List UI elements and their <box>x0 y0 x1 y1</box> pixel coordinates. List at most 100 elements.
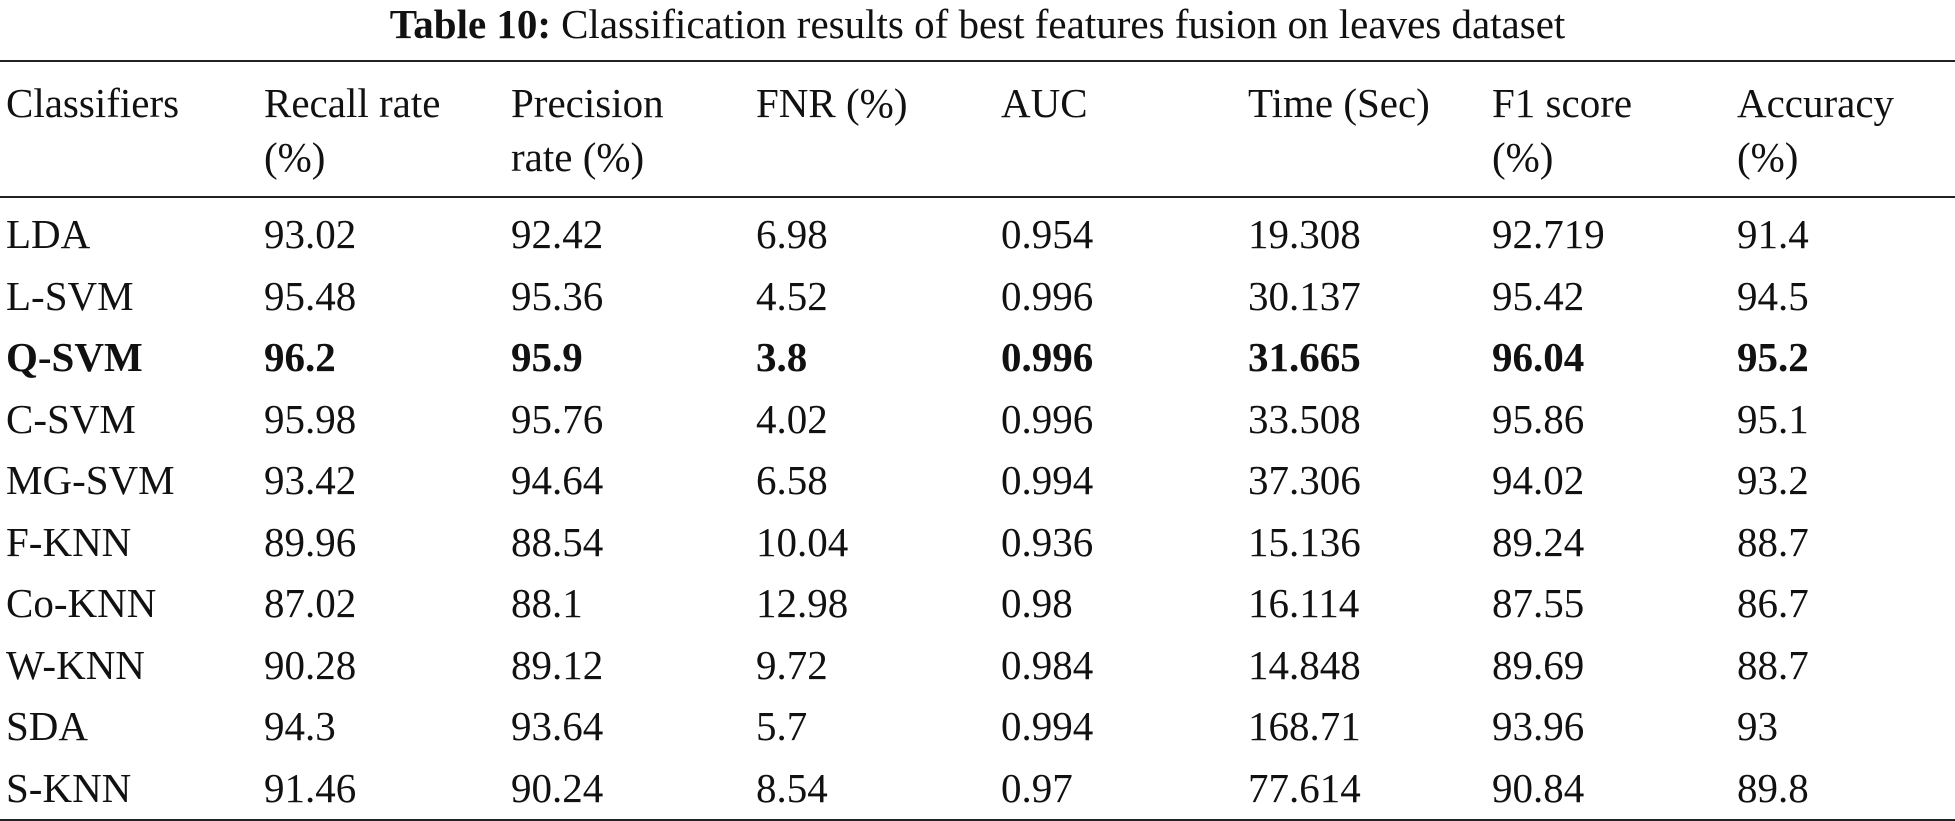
metric-cell: 90.84 <box>1492 764 1585 811</box>
metric-cell: 31.665 <box>1248 334 1361 380</box>
column-header-line: Recall rate <box>264 80 441 126</box>
metric-cell: 0.98 <box>1001 580 1073 626</box>
column-header: AUC <box>995 61 1242 197</box>
metric-cell: 0.984 <box>1001 641 1094 688</box>
metric-cell: 15.136 <box>1248 518 1361 565</box>
column-header: Recall rate (%) <box>258 61 505 197</box>
metric-cell: 87.02 <box>264 580 357 626</box>
metric-cell: 0.936 <box>1001 518 1094 565</box>
classifier-name-cell: C-SVM <box>6 395 136 442</box>
metric-cell: 96.04 <box>1492 334 1585 380</box>
table-row: MG-SVM 93.42 94.64 6.58 0.994 37.306 94.02 93.2 <box>0 450 1955 512</box>
metric-cell: 0.994 <box>1001 457 1094 503</box>
metric-cell: 89.12 <box>511 641 604 688</box>
metric-cell: 0.996 <box>1001 395 1094 442</box>
metric-cell: 95.98 <box>264 395 357 442</box>
metric-cell: 90.28 <box>264 641 357 688</box>
metric-cell: 93.02 <box>264 211 357 257</box>
metric-cell: 14.848 <box>1248 641 1361 688</box>
classifier-name-cell: W-KNN <box>6 641 145 688</box>
table-row: F-KNN 89.96 88.54 10.04 0.936 15.136 89.24 88.7 <box>0 512 1955 574</box>
metric-cell: 93 <box>1737 703 1778 749</box>
column-header: Classifiers <box>0 61 258 197</box>
metric-cell: 0.996 <box>1001 334 1094 380</box>
metric-cell: 88.7 <box>1737 518 1809 565</box>
metric-cell: 95.9 <box>511 334 583 380</box>
classifier-name-cell: LDA <box>6 211 91 257</box>
column-header: FNR (%) <box>750 61 995 197</box>
metric-cell: 89.8 <box>1737 764 1809 811</box>
metric-cell: 4.02 <box>756 395 828 442</box>
column-header: Accuracy (%) <box>1731 61 1955 197</box>
metric-cell: 30.137 <box>1248 272 1361 319</box>
results-table: Classifiers Recall rate (%) Precision rate (… <box>0 60 1955 821</box>
metric-cell: 95.2 <box>1737 334 1809 380</box>
column-header: F1 score (%) <box>1486 61 1731 197</box>
metric-cell: 4.52 <box>756 272 828 319</box>
column-header-line: (%) <box>1737 134 1799 180</box>
column-header-line: Time (Sec) <box>1248 80 1430 126</box>
column-header-line: Classifiers <box>6 80 180 126</box>
table-row: Co-KNN 87.02 88.1 12.98 0.98 16.114 87.55 86.7 <box>0 573 1955 635</box>
metric-cell: 94.3 <box>264 703 336 749</box>
table-row: S-KNN 91.46 90.24 8.54 0.97 77.614 90.84 89.8 <box>0 758 1955 820</box>
header-row: Classifiers Recall rate (%) Precision rate (… <box>0 61 1955 197</box>
table-row: W-KNN 90.28 89.12 9.72 0.984 14.848 89.69 88.7 <box>0 635 1955 697</box>
classifier-name-cell: Q-SVM <box>6 334 143 380</box>
metric-cell: 88.7 <box>1737 641 1809 688</box>
table-row: SDA 94.3 93.64 5.7 0.994 168.71 93.96 93 <box>0 696 1955 758</box>
metric-cell: 95.1 <box>1737 395 1809 442</box>
metric-cell: 88.54 <box>511 518 604 565</box>
metric-cell: 6.98 <box>756 211 828 257</box>
metric-cell: 0.97 <box>1001 764 1073 811</box>
metric-cell: 16.114 <box>1248 580 1360 626</box>
column-header-line: rate (%) <box>511 134 645 180</box>
metric-cell: 89.24 <box>1492 518 1585 565</box>
table-header: Classifiers Recall rate (%) Precision rate (… <box>0 61 1955 197</box>
column-header-line: (%) <box>1492 134 1554 180</box>
metric-cell: 12.98 <box>756 580 849 626</box>
metric-cell: 93.64 <box>511 703 604 749</box>
table-row: L-SVM 95.48 95.36 4.52 0.996 30.137 95.42 94.5 <box>0 266 1955 328</box>
classifier-name-cell: Co-KNN <box>6 580 157 626</box>
metric-cell: 93.2 <box>1737 457 1809 503</box>
metric-cell: 19.308 <box>1248 211 1361 257</box>
metric-cell: 89.69 <box>1492 641 1585 688</box>
classifier-name-cell: L-SVM <box>6 272 134 319</box>
metric-cell: 90.24 <box>511 764 604 811</box>
metric-cell: 168.71 <box>1248 703 1361 749</box>
metric-cell: 86.7 <box>1737 580 1809 626</box>
table-row: C-SVM 95.98 95.76 4.02 0.996 33.508 95.86 95.1 <box>0 389 1955 451</box>
metric-cell: 6.58 <box>756 457 828 503</box>
metric-cell: 0.954 <box>1001 211 1094 257</box>
table-caption: Table 10: Classification results of best … <box>0 0 1955 48</box>
metric-cell: 3.8 <box>756 334 808 380</box>
metric-cell: 91.46 <box>264 764 357 811</box>
column-header-line: F1 score <box>1492 80 1633 126</box>
metric-cell: 5.7 <box>756 703 808 749</box>
column-header-line: Precision <box>511 80 664 126</box>
table-body: LDA 93.02 92.42 6.98 0.954 19.308 92.719 91.4 L-… <box>0 197 1955 820</box>
metric-cell: 88.1 <box>511 580 583 626</box>
table-caption-label: Table 10: <box>389 1 552 47</box>
metric-cell: 92.719 <box>1492 211 1605 257</box>
classifier-name-cell: MG-SVM <box>6 457 175 503</box>
metric-cell: 95.86 <box>1492 395 1585 442</box>
column-header: Precision rate (%) <box>505 61 750 197</box>
column-header: Time (Sec) <box>1242 61 1486 197</box>
metric-cell: 92.42 <box>511 211 604 257</box>
metric-cell: 96.2 <box>264 334 336 380</box>
metric-cell: 37.306 <box>1248 457 1361 503</box>
column-header-line: FNR (%) <box>756 80 908 126</box>
metric-cell: 94.02 <box>1492 457 1585 503</box>
metric-cell: 33.508 <box>1248 395 1361 442</box>
metric-cell: 87.55 <box>1492 580 1585 626</box>
metric-cell: 95.36 <box>511 272 604 319</box>
metric-cell: 89.96 <box>264 518 357 565</box>
classifier-name-cell: F-KNN <box>6 518 132 565</box>
metric-cell: 10.04 <box>756 518 849 565</box>
table-caption-text: Classification results of best features … <box>561 1 1566 47</box>
metric-cell: 94.5 <box>1737 272 1809 319</box>
table-row: LDA 93.02 92.42 6.98 0.954 19.308 92.719 91.4 <box>0 197 1955 266</box>
